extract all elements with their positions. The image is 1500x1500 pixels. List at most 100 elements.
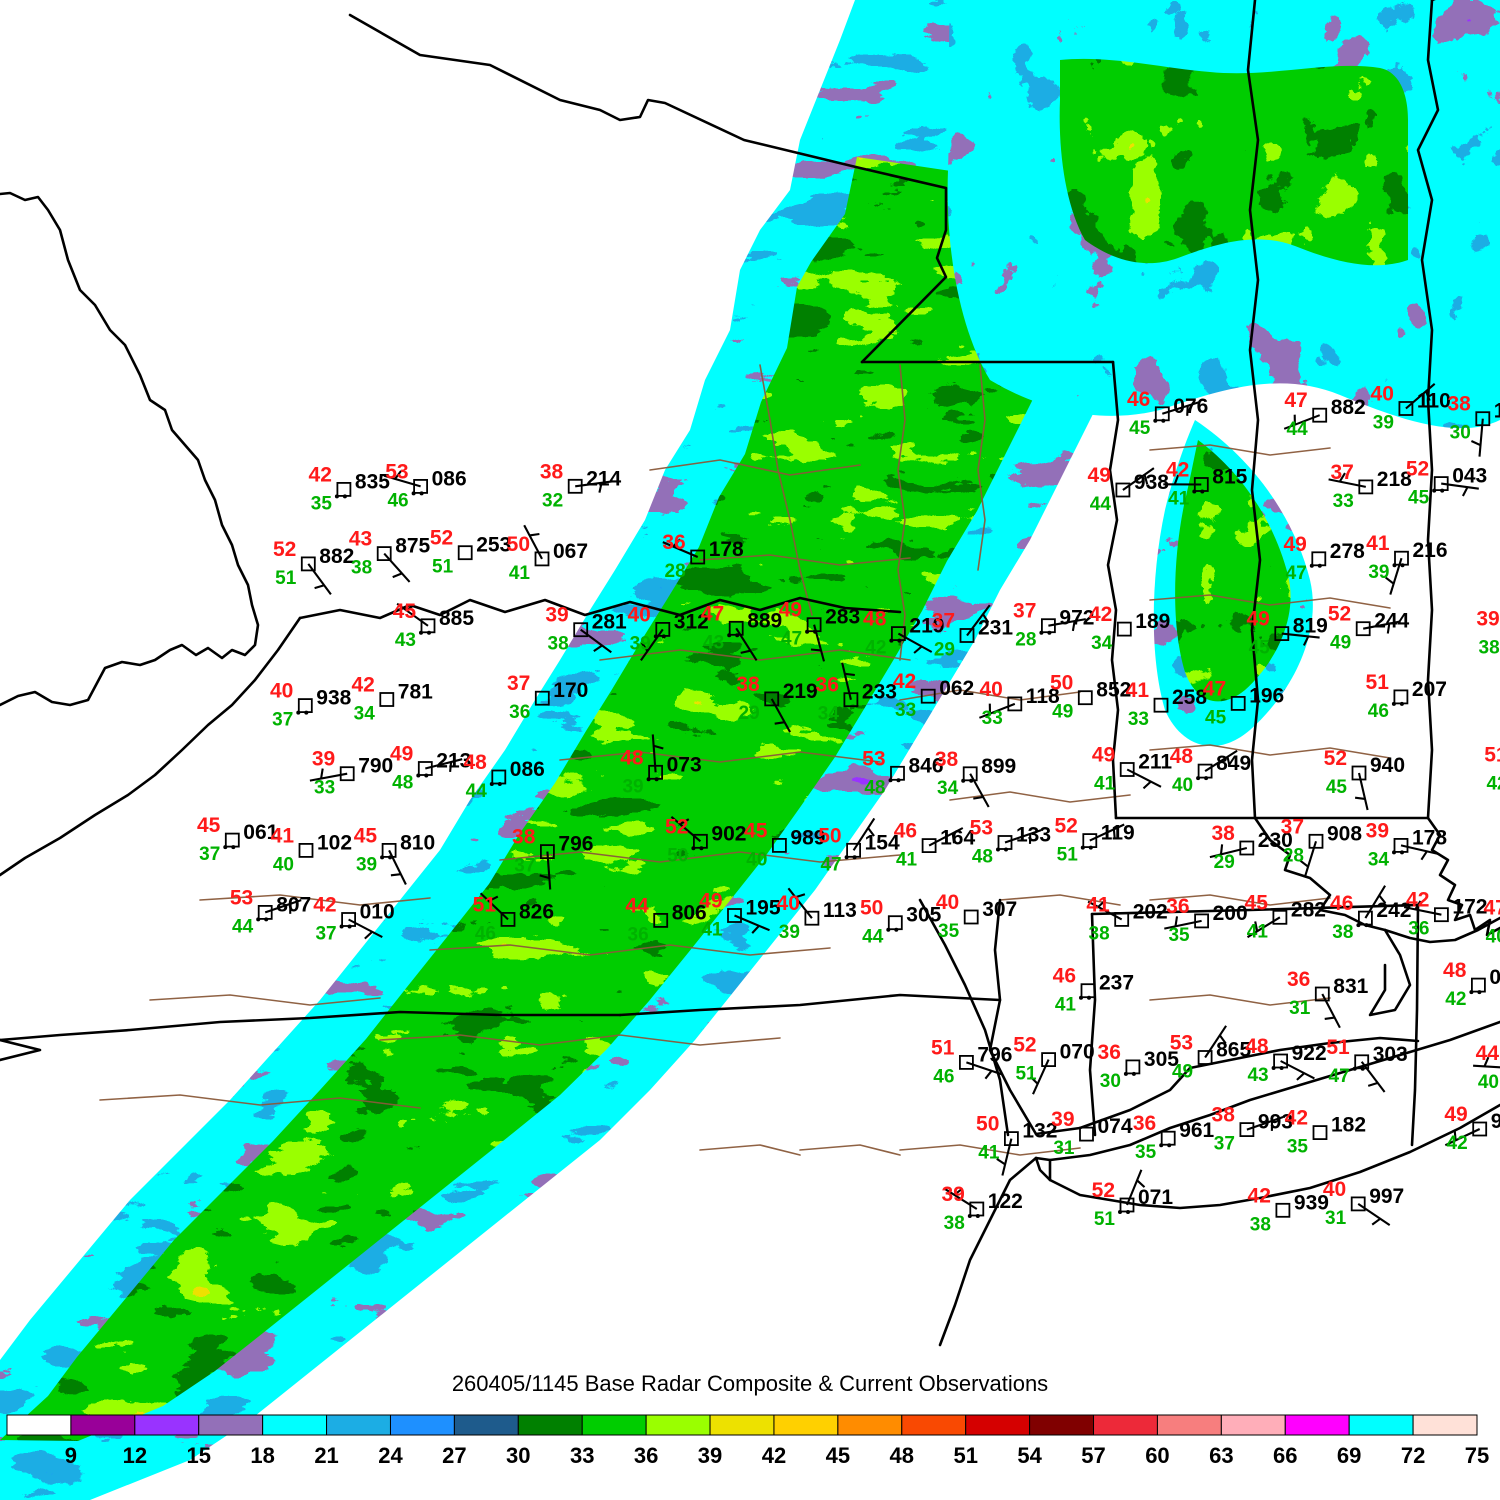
svg-text:50: 50 <box>976 1113 999 1136</box>
svg-text:51: 51 <box>473 893 497 916</box>
svg-text:39: 39 <box>630 633 651 654</box>
svg-text:39: 39 <box>356 854 377 875</box>
svg-text:067: 067 <box>553 540 588 563</box>
svg-text:49: 49 <box>390 743 413 766</box>
svg-text:34: 34 <box>1368 849 1390 870</box>
svg-text:48: 48 <box>620 746 644 769</box>
svg-text:961: 961 <box>1179 1119 1214 1142</box>
svg-text:52: 52 <box>1013 1034 1036 1057</box>
svg-text:38: 38 <box>540 460 564 483</box>
svg-text:53: 53 <box>1170 1032 1193 1055</box>
svg-text:938: 938 <box>1134 471 1169 494</box>
svg-text:66: 66 <box>1273 1443 1297 1468</box>
svg-text:42: 42 <box>1285 1107 1308 1130</box>
svg-text:40: 40 <box>1478 1072 1499 1093</box>
svg-text:42: 42 <box>1486 774 1500 795</box>
svg-text:46: 46 <box>1330 892 1353 915</box>
svg-text:160: 160 <box>1494 400 1500 423</box>
svg-text:52: 52 <box>1092 1179 1115 1202</box>
svg-text:071: 071 <box>1138 1186 1173 1209</box>
svg-text:40: 40 <box>273 854 294 875</box>
svg-text:39: 39 <box>941 1183 964 1206</box>
svg-text:44: 44 <box>1090 494 1112 515</box>
svg-text:38: 38 <box>935 748 959 771</box>
svg-text:43: 43 <box>1247 1065 1268 1086</box>
svg-text:200: 200 <box>1213 902 1248 925</box>
svg-text:47: 47 <box>1329 1066 1350 1087</box>
svg-text:796: 796 <box>977 1043 1012 1066</box>
svg-text:908: 908 <box>1327 822 1362 845</box>
svg-text:36: 36 <box>1408 919 1429 940</box>
svg-text:50: 50 <box>860 897 883 920</box>
svg-text:69: 69 <box>1337 1443 1361 1468</box>
svg-text:35: 35 <box>311 493 333 514</box>
svg-text:35: 35 <box>1135 1142 1157 1163</box>
svg-text:42: 42 <box>309 463 332 486</box>
svg-text:48: 48 <box>863 608 887 631</box>
svg-text:48: 48 <box>1443 959 1467 982</box>
svg-text:39: 39 <box>622 776 643 797</box>
svg-text:001: 001 <box>1489 966 1500 989</box>
svg-text:39: 39 <box>1373 413 1394 434</box>
svg-text:070: 070 <box>1060 1041 1095 1064</box>
svg-text:940: 940 <box>1370 754 1405 777</box>
svg-text:72: 72 <box>1401 1443 1425 1468</box>
svg-text:39: 39 <box>698 1443 722 1468</box>
svg-text:42: 42 <box>893 670 916 693</box>
svg-text:50: 50 <box>818 824 841 847</box>
svg-text:21: 21 <box>314 1443 338 1468</box>
svg-text:875: 875 <box>395 535 430 558</box>
svg-text:43: 43 <box>349 528 372 551</box>
svg-text:219: 219 <box>783 680 818 703</box>
svg-text:27: 27 <box>442 1443 466 1468</box>
svg-text:28: 28 <box>1015 630 1036 651</box>
svg-text:35: 35 <box>1287 1137 1309 1158</box>
svg-text:42: 42 <box>351 674 374 697</box>
svg-text:63: 63 <box>1209 1443 1233 1468</box>
svg-text:110: 110 <box>1417 390 1451 413</box>
svg-text:52: 52 <box>273 538 296 561</box>
svg-text:34: 34 <box>1091 633 1113 654</box>
svg-text:796: 796 <box>558 833 593 856</box>
svg-text:37: 37 <box>272 710 293 731</box>
svg-text:41: 41 <box>1126 679 1150 702</box>
svg-text:31: 31 <box>1053 1138 1075 1159</box>
svg-text:46: 46 <box>1053 965 1076 988</box>
svg-text:60: 60 <box>1145 1443 1169 1468</box>
svg-text:34: 34 <box>937 778 959 799</box>
svg-text:45: 45 <box>1205 707 1227 728</box>
svg-text:29: 29 <box>739 703 760 724</box>
svg-text:30: 30 <box>1100 1071 1121 1092</box>
svg-text:37: 37 <box>514 856 535 877</box>
svg-text:178: 178 <box>709 538 744 561</box>
svg-text:51: 51 <box>275 568 297 589</box>
svg-text:30: 30 <box>1450 423 1471 444</box>
svg-text:40: 40 <box>627 603 650 626</box>
svg-text:37: 37 <box>1330 461 1353 484</box>
svg-text:922: 922 <box>1292 1042 1327 1065</box>
svg-text:849: 849 <box>1216 752 1251 775</box>
svg-text:52: 52 <box>665 815 688 838</box>
svg-text:36: 36 <box>628 924 649 945</box>
svg-text:42: 42 <box>313 894 336 917</box>
svg-text:48: 48 <box>890 1443 914 1468</box>
svg-text:28: 28 <box>1283 845 1304 866</box>
svg-text:53: 53 <box>230 886 253 909</box>
svg-text:882: 882 <box>1331 396 1366 419</box>
svg-text:207: 207 <box>1412 678 1447 701</box>
svg-text:38: 38 <box>1250 1214 1271 1235</box>
svg-text:781: 781 <box>398 681 433 704</box>
svg-text:48: 48 <box>1170 745 1194 768</box>
svg-text:49: 49 <box>1088 464 1111 487</box>
svg-text:807: 807 <box>276 893 311 916</box>
svg-text:170: 170 <box>553 679 588 702</box>
svg-text:42: 42 <box>762 1443 786 1468</box>
svg-text:885: 885 <box>439 607 474 630</box>
svg-text:41: 41 <box>1168 489 1190 510</box>
svg-text:52: 52 <box>430 527 453 550</box>
svg-text:48: 48 <box>864 777 885 798</box>
svg-text:42: 42 <box>1445 989 1466 1010</box>
svg-text:33: 33 <box>982 708 1003 729</box>
svg-text:233: 233 <box>862 681 897 704</box>
svg-text:41: 41 <box>271 824 295 847</box>
